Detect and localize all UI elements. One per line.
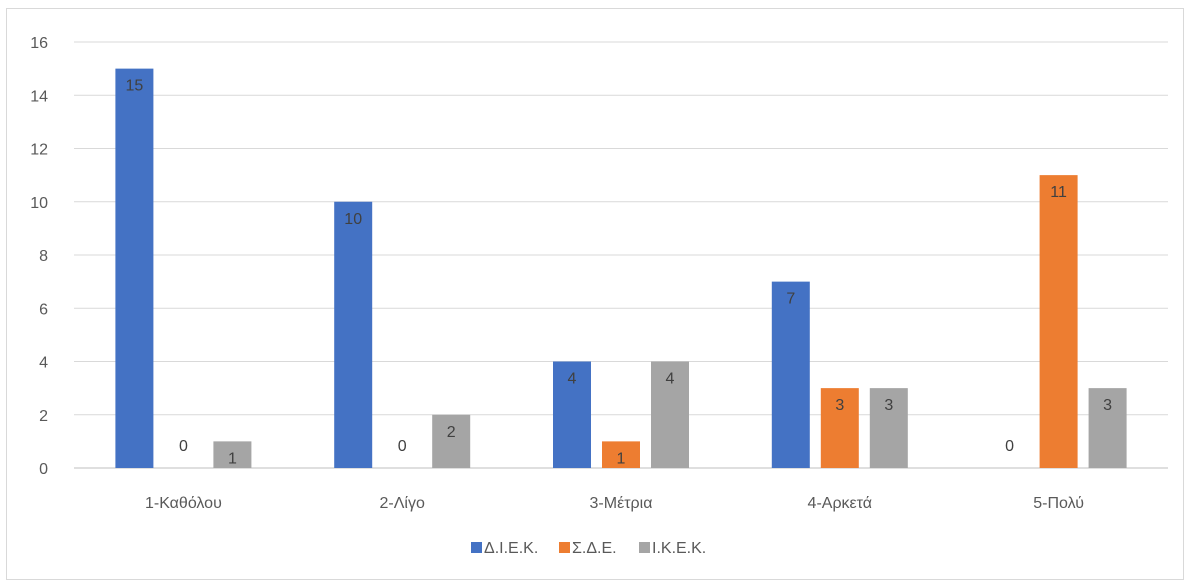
data-label: 11 — [1050, 184, 1067, 201]
data-label: 2 — [447, 424, 456, 441]
legend-label: Ι.Κ.Ε.Κ. — [652, 540, 706, 557]
y-tick-label: 2 — [39, 408, 48, 425]
data-labels: 15 0 1 10 0 2 4 1 4 7 3 3 0 11 3 — [126, 78, 1113, 468]
data-label: 1 — [617, 450, 626, 467]
y-tick-label: 8 — [39, 248, 48, 265]
data-label: 3 — [835, 397, 844, 414]
x-tick-label: 4-Αρκετά — [808, 495, 872, 512]
y-tick-label: 10 — [30, 195, 48, 212]
data-label: 0 — [179, 438, 188, 455]
bars — [115, 68, 1127, 468]
data-label: 4 — [666, 371, 675, 388]
bar — [869, 388, 908, 468]
bar — [432, 414, 471, 468]
data-label: 10 — [344, 211, 362, 228]
legend-swatch — [639, 542, 650, 553]
y-tick-label: 6 — [39, 301, 48, 318]
bar — [771, 281, 810, 468]
legend-label: Δ.Ι.Ε.Κ. — [484, 540, 538, 557]
bar — [651, 361, 689, 468]
y-tick-label: 12 — [30, 142, 48, 159]
data-label: 4 — [568, 371, 577, 388]
data-label: 0 — [398, 438, 407, 455]
data-label: 1 — [228, 450, 237, 467]
y-tick-label: 0 — [39, 461, 48, 478]
legend-swatch — [559, 542, 570, 553]
x-tick-label: 1-Καθόλου — [145, 495, 222, 512]
data-label: 3 — [884, 397, 893, 414]
gridlines — [74, 41, 1168, 469]
legend-swatch — [471, 542, 482, 553]
bar — [1039, 175, 1078, 468]
x-tick-label: 3-Μέτρια — [590, 495, 653, 512]
legend: Δ.Ι.Ε.Κ. Σ.Δ.Ε. Ι.Κ.Ε.Κ. — [471, 540, 706, 557]
bar — [115, 68, 154, 468]
bar — [1088, 388, 1127, 468]
y-tick-label: 4 — [39, 355, 48, 372]
data-label: 15 — [126, 78, 144, 95]
bar — [334, 201, 373, 468]
data-label: 7 — [786, 291, 795, 308]
data-label: 3 — [1103, 397, 1112, 414]
data-label: 0 — [1005, 438, 1014, 455]
x-tick-label: 2-Λίγο — [380, 495, 425, 512]
chart-area — [6, 8, 1184, 580]
y-tick-label: 16 — [30, 35, 48, 52]
bar — [213, 441, 252, 468]
bar — [602, 441, 640, 468]
bar — [553, 361, 591, 468]
legend-label: Σ.Δ.Ε. — [572, 540, 617, 557]
y-tick-label: 14 — [30, 88, 48, 105]
x-tick-label: 5-Πολύ — [1033, 495, 1084, 512]
bar — [820, 388, 859, 468]
